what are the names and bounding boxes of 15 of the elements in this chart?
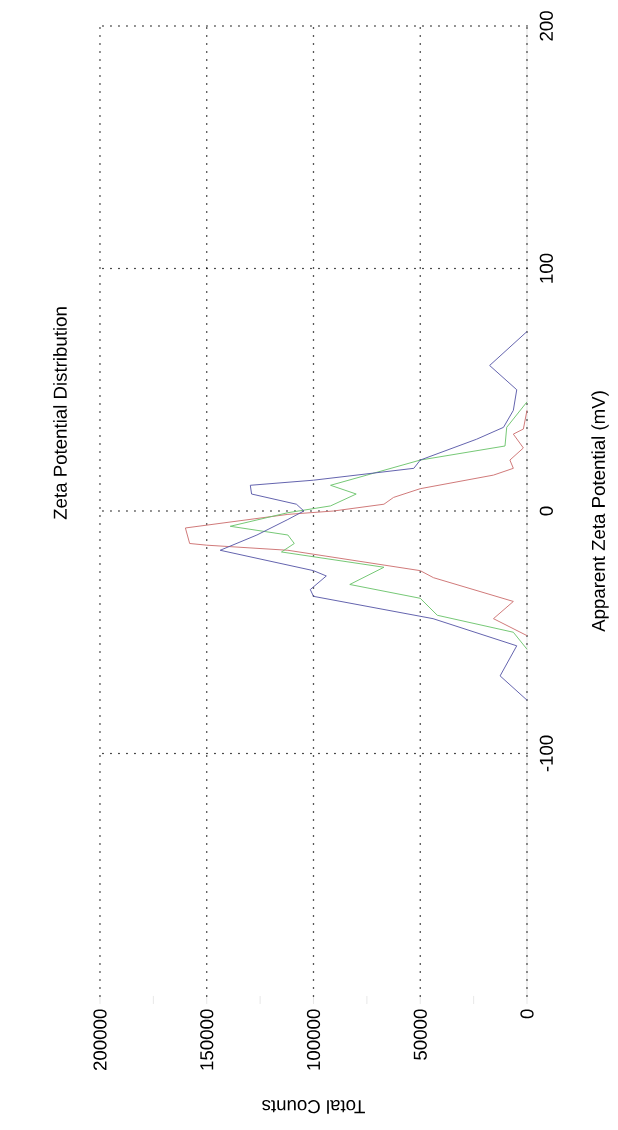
line-series: [229, 401, 528, 650]
y-tick-label: -100: [539, 735, 553, 772]
x-tick-label: 150000: [200, 1009, 214, 1070]
text: Zeta Potential Distribution: [53, 307, 67, 520]
x-tick-label: 100000: [306, 1009, 321, 1070]
x-tick-label: 0: [520, 1009, 534, 1019]
y-tick-label: 200: [539, 11, 553, 41]
x-axis-title: Total Counts: [262, 1100, 365, 1114]
line-series: [184, 409, 528, 637]
line-series: [219, 331, 528, 701]
x-tick-label: 50000: [413, 1009, 427, 1060]
y-tick-label: 100: [539, 253, 553, 283]
x-tick-label: 200000: [93, 1009, 107, 1071]
y-tick-label: 0: [539, 506, 553, 516]
y-axis-title: Apparent Zeta Potential (mV): [591, 391, 609, 632]
